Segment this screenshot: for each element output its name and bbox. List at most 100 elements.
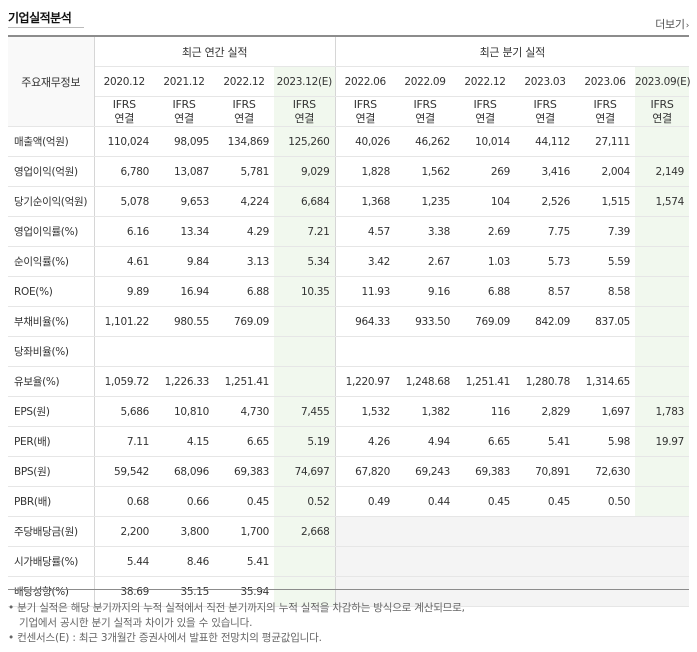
- value-cell: 116: [455, 396, 516, 427]
- more-link[interactable]: 더보기›: [655, 16, 689, 32]
- value-cell: 3.13: [214, 246, 274, 277]
- value-cell: [635, 276, 690, 307]
- ifrs-consolidated: 연결: [652, 111, 672, 125]
- value-cell: 46,262: [395, 126, 456, 157]
- value-cell: 0.45: [214, 486, 274, 517]
- value-cell: 4.26: [335, 426, 396, 457]
- value-cell: [455, 336, 516, 367]
- value-cell: [274, 576, 336, 607]
- value-cell: 1,368: [335, 186, 396, 217]
- value-cell: 8.57: [515, 276, 576, 307]
- value-cell: 1,700: [214, 516, 274, 547]
- value-cell: 59,542: [94, 456, 154, 487]
- row-label: 순이익률(%): [8, 246, 95, 277]
- row-label: 유보율(%): [8, 366, 95, 397]
- value-cell: 1,314.65: [575, 366, 636, 397]
- value-cell: [455, 576, 516, 607]
- period-header: 2022.12: [455, 66, 516, 97]
- value-cell: 6.16: [94, 216, 154, 247]
- value-cell: [635, 366, 690, 397]
- value-cell: 1,515: [575, 186, 636, 217]
- ifrs-standard: IFRS: [533, 97, 557, 111]
- table-row: 순이익률(%) 4.61 9.84 3.13 5.34 3.42 2.67 1.03 5.73 5…: [8, 246, 690, 277]
- row-label: 당좌비율(%): [8, 336, 95, 367]
- table-bottom-line: [8, 589, 689, 590]
- section-title: 기업실적분석: [8, 11, 72, 25]
- table-row: 당기순이익(억원) 5,078 9,653 4,224 6,684 1,368 1,235 1…: [8, 186, 690, 217]
- value-cell: 1,226.33: [154, 366, 214, 397]
- value-cell: 4.15: [154, 426, 214, 457]
- value-cell: 68,096: [154, 456, 214, 487]
- ifrs-label: IFRS 연결: [455, 96, 516, 127]
- ifrs-label: IFRS 연결: [395, 96, 456, 127]
- value-cell: 69,383: [455, 456, 516, 487]
- value-cell: 980.55: [154, 306, 214, 337]
- title-underline: [8, 27, 84, 28]
- value-cell: 933.50: [395, 306, 456, 337]
- value-cell: 4,224: [214, 186, 274, 217]
- table-row: 영업이익률(%) 6.16 13.34 4.29 7.21 4.57 3.38 2.69 7.7…: [8, 216, 690, 247]
- period-header: 2022.12: [214, 66, 274, 97]
- table-row: BPS(원) 59,542 68,096 69,383 74,697 67,820 69,2…: [8, 456, 690, 487]
- row-header-label: 주요재무정보: [8, 35, 95, 127]
- value-cell: [635, 336, 690, 367]
- value-cell: 4.57: [335, 216, 396, 247]
- value-cell: [635, 456, 690, 487]
- value-cell: 40,026: [335, 126, 396, 157]
- value-cell: 2.67: [395, 246, 456, 277]
- value-cell: 1,382: [395, 396, 456, 427]
- table-row: PER(배) 7.11 4.15 6.65 5.19 4.26 4.94 6.65 5.41 5.…: [8, 426, 690, 457]
- value-cell: [455, 546, 516, 577]
- value-cell: 6.65: [455, 426, 516, 457]
- value-cell: 0.45: [515, 486, 576, 517]
- value-cell: 0.45: [455, 486, 516, 517]
- value-cell: 769.09: [455, 306, 516, 337]
- ifrs-label: IFRS 연결: [335, 96, 396, 127]
- ifrs-consolidated: 연결: [355, 111, 376, 125]
- period-header: 2023.06: [575, 66, 636, 97]
- table-row: 주당배당금(원) 2,200 3,800 1,700 2,668: [8, 516, 690, 547]
- value-cell: [214, 336, 274, 367]
- value-cell: [455, 516, 516, 547]
- value-cell: 13.34: [154, 216, 214, 247]
- value-cell: 3,416: [515, 156, 576, 187]
- value-cell: 4.61: [94, 246, 154, 277]
- ifrs-label: IFRS 연결: [635, 96, 690, 127]
- value-cell: 0.49: [335, 486, 396, 517]
- value-cell: 1,783: [635, 396, 690, 427]
- value-cell: 9.89: [94, 276, 154, 307]
- value-cell: [635, 126, 690, 157]
- ifrs-label: IFRS 연결: [154, 96, 214, 127]
- value-cell: 3.38: [395, 216, 456, 247]
- value-cell: [335, 546, 396, 577]
- value-cell: 104: [455, 186, 516, 217]
- value-cell: 0.68: [94, 486, 154, 517]
- period-header: 2022.06: [335, 66, 396, 97]
- value-cell: 69,243: [395, 456, 456, 487]
- note-line-2: 기업에서 공시한 분기 실적과 차이가 있을 수 있습니다.: [19, 617, 253, 629]
- table-row: PBR(배) 0.68 0.66 0.45 0.52 0.49 0.44 0.45 0.45 0.…: [8, 486, 690, 517]
- ifrs-consolidated: 연결: [595, 111, 615, 125]
- value-cell: [635, 306, 690, 337]
- ifrs-consolidated: 연결: [415, 111, 435, 125]
- row-label: ROE(%): [8, 276, 95, 307]
- value-cell: 2,200: [94, 516, 154, 547]
- table-row: 당좌비율(%): [8, 336, 690, 367]
- value-cell: 6,684: [274, 186, 336, 217]
- value-cell: 5.41: [214, 546, 274, 577]
- ifrs-standard: IFRS: [593, 97, 617, 111]
- value-cell: 27,111: [575, 126, 636, 157]
- value-cell: 2,149: [635, 156, 690, 187]
- value-cell: 38.69: [94, 576, 154, 607]
- value-cell: 0.44: [395, 486, 456, 517]
- value-cell: 1,562: [395, 156, 456, 187]
- more-label[interactable]: 더보기: [655, 18, 685, 31]
- value-cell: 13,087: [154, 156, 214, 187]
- ifrs-consolidated: 연결: [475, 111, 495, 125]
- value-cell: 5.44: [94, 546, 154, 577]
- value-cell: 8.58: [575, 276, 636, 307]
- value-cell: [575, 336, 636, 367]
- value-cell: 1.03: [455, 246, 516, 277]
- ifrs-consolidated: 연결: [535, 111, 555, 125]
- value-cell: 2,829: [515, 396, 576, 427]
